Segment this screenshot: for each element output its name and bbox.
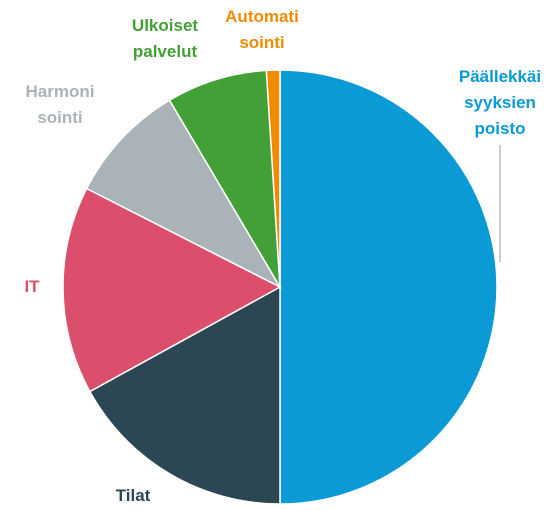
slice-label: IT bbox=[24, 277, 40, 296]
slice-label: Tilat bbox=[116, 486, 151, 505]
label-line: syyksien bbox=[464, 93, 536, 112]
label-line: poisto bbox=[475, 119, 526, 138]
slice-label: Ulkoiset palvelut bbox=[132, 16, 198, 61]
label-line: IT bbox=[24, 277, 40, 296]
label-line: Harmoni bbox=[26, 82, 95, 101]
pie-slice bbox=[168, 69, 281, 288]
slice-label: Automati sointi bbox=[225, 7, 299, 52]
pie-slice bbox=[62, 187, 282, 393]
label-line: palvelut bbox=[133, 42, 198, 61]
pie-slice bbox=[88, 285, 281, 505]
pie-slice bbox=[279, 69, 498, 505]
label-line: Tilat bbox=[116, 486, 151, 505]
label-line: Ulkoiset bbox=[132, 16, 198, 35]
label-line: sointi bbox=[239, 33, 284, 52]
slice-label: Harmoni sointi bbox=[26, 82, 95, 127]
pie-slice bbox=[265, 69, 281, 288]
pie-slice bbox=[85, 99, 282, 289]
slice-label: Päällekkäi syyksien poisto bbox=[459, 67, 541, 138]
label-line: Päällekkäi bbox=[459, 67, 541, 86]
label-line: Automati bbox=[225, 7, 299, 26]
label-line: sointi bbox=[37, 108, 82, 127]
